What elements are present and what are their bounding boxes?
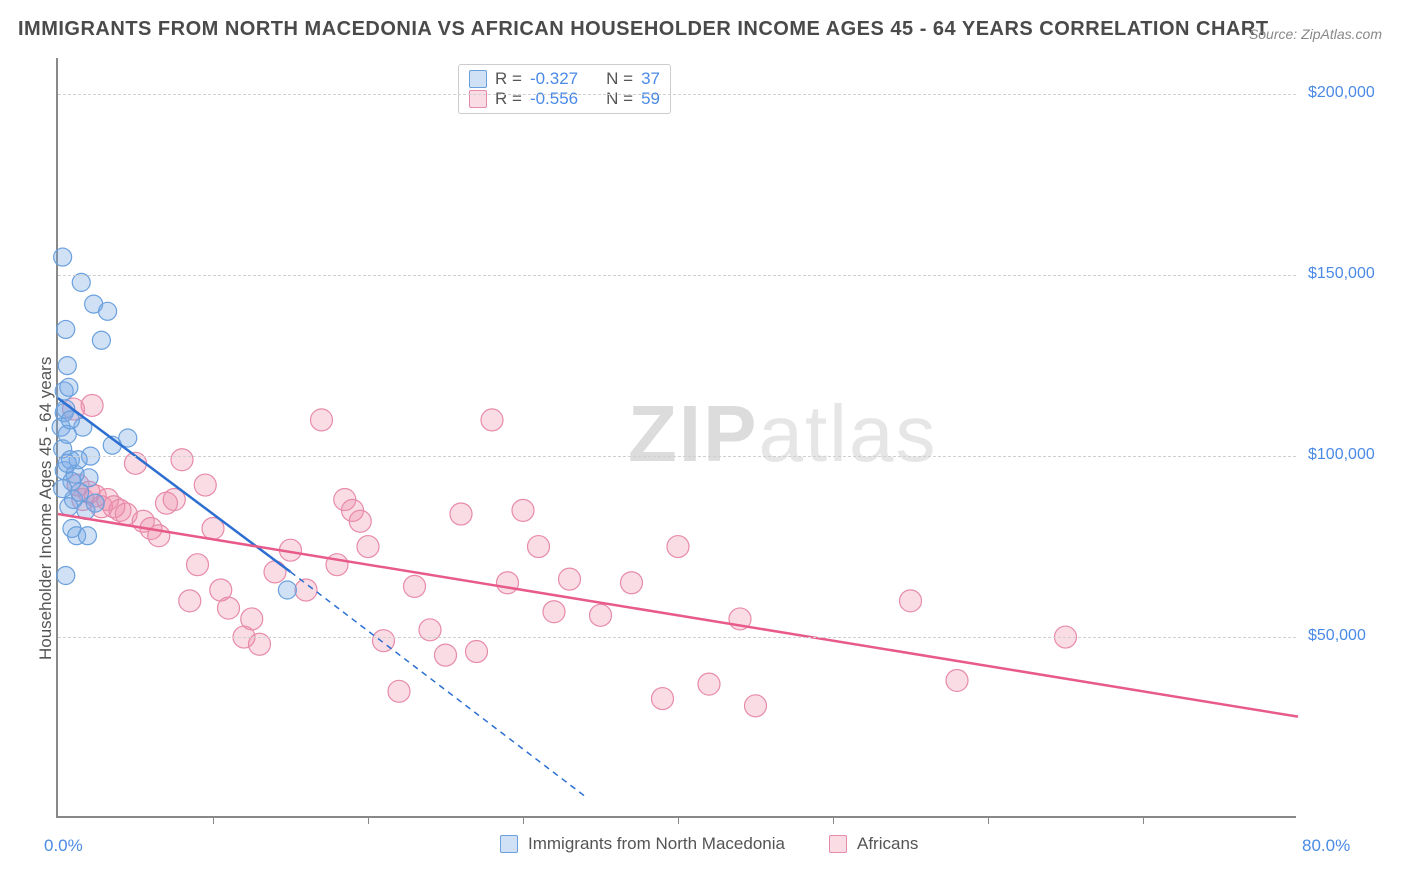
- data-point: [241, 608, 263, 630]
- y-tick-label: $100,000: [1308, 446, 1375, 464]
- data-point: [621, 572, 643, 594]
- data-point: [54, 480, 72, 498]
- data-point: [264, 561, 286, 583]
- n-value-s2: 59: [641, 89, 660, 109]
- data-point: [171, 449, 193, 471]
- data-point: [86, 494, 104, 512]
- data-point: [528, 536, 550, 558]
- gridline: [58, 275, 1296, 276]
- data-point: [58, 357, 76, 375]
- data-point: [543, 601, 565, 623]
- x-tick: [678, 816, 679, 824]
- x-tick: [988, 816, 989, 824]
- y-tick-label: $150,000: [1308, 265, 1375, 283]
- x-tick: [523, 816, 524, 824]
- source-attribution: Source: ZipAtlas.com: [1249, 26, 1382, 42]
- data-point: [466, 641, 488, 663]
- data-point: [388, 680, 410, 702]
- data-point: [54, 248, 72, 266]
- legend-row: R = -0.327 N = 37: [469, 69, 660, 89]
- data-point: [559, 568, 581, 590]
- data-point: [179, 590, 201, 612]
- data-point: [99, 302, 117, 320]
- data-point: [481, 409, 503, 431]
- data-point: [57, 320, 75, 338]
- data-point: [78, 527, 96, 545]
- data-point: [60, 378, 78, 396]
- n-label: N =: [606, 89, 633, 109]
- r-label: R =: [495, 89, 522, 109]
- data-point: [57, 567, 75, 585]
- r-value-s1: -0.327: [530, 69, 578, 89]
- legend-swatch-s1: [500, 835, 518, 853]
- n-label: N =: [606, 69, 633, 89]
- gridline: [58, 456, 1296, 457]
- data-point: [590, 604, 612, 626]
- x-tick: [833, 816, 834, 824]
- gridline: [58, 637, 1296, 638]
- data-point: [512, 499, 534, 521]
- gridline: [58, 94, 1296, 95]
- x-tick: [368, 816, 369, 824]
- data-point: [311, 409, 333, 431]
- data-point: [497, 572, 519, 594]
- series-legend: Immigrants from North Macedonia Africans: [500, 834, 918, 854]
- data-point: [60, 498, 78, 516]
- data-point: [667, 536, 689, 558]
- x-axis-max-label: 80.0%: [1302, 836, 1350, 856]
- data-point: [218, 597, 240, 619]
- data-point: [435, 644, 457, 666]
- correlation-legend: R = -0.327 N = 37 R = -0.556 N = 59: [458, 64, 671, 114]
- data-point: [295, 579, 317, 601]
- y-axis-label: Householder Income Ages 45 - 64 years: [36, 357, 56, 660]
- data-point: [357, 536, 379, 558]
- legend-label-s2: Africans: [857, 834, 918, 854]
- data-point: [278, 581, 296, 599]
- data-point: [900, 590, 922, 612]
- data-point: [946, 669, 968, 691]
- legend-swatch-s2: [469, 90, 487, 108]
- legend-label-s1: Immigrants from North Macedonia: [528, 834, 785, 854]
- data-point: [349, 510, 371, 532]
- data-point: [81, 394, 103, 416]
- y-tick-label: $50,000: [1308, 627, 1366, 645]
- data-point: [194, 474, 216, 496]
- trend-line-extrapolated: [291, 572, 586, 796]
- chart-plot-area: ZIPatlas R = -0.327 N = 37 R = -0.556 N …: [56, 58, 1296, 818]
- data-point: [92, 331, 110, 349]
- page-title: IMMIGRANTS FROM NORTH MACEDONIA VS AFRIC…: [18, 18, 1269, 41]
- data-point: [745, 695, 767, 717]
- data-point: [404, 575, 426, 597]
- legend-swatch-s2: [829, 835, 847, 853]
- data-point: [326, 554, 348, 576]
- chart-svg: [58, 58, 1296, 816]
- legend-swatch-s1: [469, 70, 487, 88]
- legend-row: R = -0.556 N = 59: [469, 89, 660, 109]
- data-point: [652, 688, 674, 710]
- x-tick: [1143, 816, 1144, 824]
- n-value-s1: 37: [641, 69, 660, 89]
- y-tick-label: $200,000: [1308, 84, 1375, 102]
- x-axis-min-label: 0.0%: [44, 836, 83, 856]
- r-label: R =: [495, 69, 522, 89]
- x-tick: [213, 816, 214, 824]
- data-point: [698, 673, 720, 695]
- r-value-s2: -0.556: [530, 89, 578, 109]
- data-point: [187, 554, 209, 576]
- data-point: [450, 503, 472, 525]
